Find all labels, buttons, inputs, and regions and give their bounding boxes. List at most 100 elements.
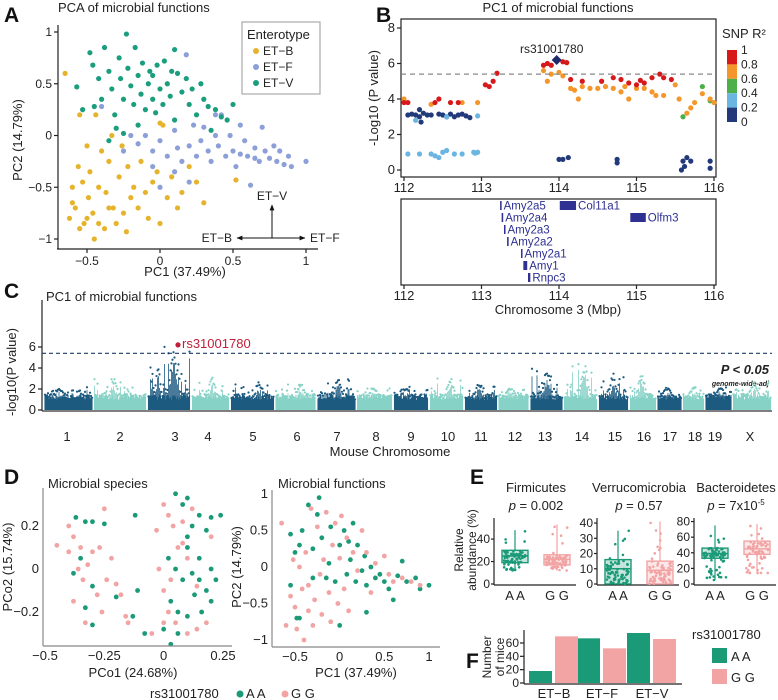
regional-snp-point — [440, 149, 446, 155]
box-jitter-point — [551, 532, 554, 536]
regional-y-tick-label: 2 — [388, 127, 395, 142]
box-jitter-point — [523, 540, 526, 543]
species-point-g-g — [161, 502, 167, 507]
manhattan-snp-point — [519, 392, 523, 395]
box-jitter-point — [710, 558, 713, 562]
manhattan-snp-point — [580, 378, 583, 381]
gene-label-olfm3: Olfm3 — [648, 213, 679, 225]
regional-snp-point — [668, 76, 674, 83]
pca-point-et-b — [138, 158, 144, 164]
pca-point-et-f — [128, 132, 134, 139]
manhattan-snp-point — [585, 370, 588, 373]
regional-snp-point — [699, 91, 705, 97]
regional-snp-point — [463, 113, 469, 119]
bar-y-tick-label: 60 — [506, 636, 520, 650]
manhattan-snp-point — [420, 393, 423, 396]
pca-point-et-b — [110, 205, 116, 211]
manhattan-snp-point — [274, 389, 278, 393]
functions-point-a-a — [326, 560, 332, 566]
box-jitter-point — [553, 525, 556, 529]
pca-point-et-b — [99, 148, 105, 154]
box-jitter-point — [605, 569, 609, 572]
box-jitter-point — [548, 555, 552, 559]
box-jitter-point — [656, 564, 659, 567]
regional-snp-point — [416, 151, 423, 157]
box-jitter-point — [658, 577, 661, 580]
species-point-g-g — [82, 620, 88, 626]
species-y-tick-label: −0.2 — [13, 604, 39, 619]
box-jitter-point — [759, 527, 763, 530]
manhattan-snp-point — [180, 372, 183, 376]
regional-snp-point — [707, 158, 713, 164]
manhattan-snp-point — [643, 382, 646, 385]
pca-point-et-b — [164, 195, 170, 201]
box-jitter-point — [506, 559, 510, 563]
manhattan-snp-point — [93, 378, 96, 381]
regional-snp-point — [678, 167, 685, 173]
manhattan-snp-point — [651, 394, 654, 397]
box-y-tick-label: 40 — [580, 516, 594, 530]
species-point-g-g — [161, 620, 167, 626]
species-point-g-g — [85, 562, 91, 568]
bar-category-label-et-v: ET−V — [636, 686, 669, 700]
box-x-label-a-a: A A — [608, 588, 628, 603]
box-jitter-point — [759, 541, 763, 545]
manhattan-snp-point — [498, 393, 502, 396]
pca-point-et-f — [256, 158, 262, 164]
species-point-g-g — [170, 523, 176, 529]
chromosome-label-13: 13 — [538, 429, 552, 444]
regional-snp-point — [413, 112, 419, 118]
manhattan-snp-point — [96, 382, 99, 385]
manhattan-snp-point — [637, 382, 640, 385]
pca-point-et-v — [87, 50, 93, 56]
pca-point-et-f — [252, 155, 258, 161]
box-y-tick-label: 0 — [586, 577, 593, 591]
manhattan-snp-point — [702, 392, 705, 395]
manhattan-snp-point — [351, 393, 355, 396]
functions-x-tick-label: 1 — [425, 649, 432, 664]
species-point-g-g — [75, 566, 81, 572]
regional-snp-point — [436, 96, 442, 102]
species-point-a-a — [142, 631, 148, 636]
regional-snp-point — [544, 60, 550, 67]
functions-point-g-g — [337, 555, 343, 561]
box-jitter-point — [610, 570, 614, 574]
box-jitter-point — [511, 568, 515, 571]
manhattan-snp-point — [535, 370, 539, 373]
pca-point-et-v — [131, 101, 137, 108]
box-jitter-point — [721, 555, 725, 558]
pca-point-et-v — [132, 44, 138, 51]
pca-point-et-b — [179, 189, 185, 196]
species-point-a-a — [173, 491, 178, 497]
regional-snp-point — [401, 99, 407, 106]
box-jitter-point — [609, 564, 613, 568]
box-jitter-point — [719, 575, 723, 579]
functions-point-a-a — [344, 571, 350, 577]
snp-r2-legend-title: SNP R² — [722, 26, 766, 41]
regional-snp-point — [447, 99, 454, 106]
manhattan-snp-point — [481, 390, 484, 393]
pca-point-et-f — [186, 143, 192, 149]
pca-point-et-f — [179, 158, 185, 164]
threshold-sublabel: genome-wide-adj — [711, 381, 770, 388]
regional-snp-point — [626, 96, 632, 102]
gene-bar-olfm3 — [630, 213, 646, 222]
manhattan-snp-point — [105, 390, 108, 393]
manhattan-snp-point — [612, 372, 615, 375]
manhattan-snp-point — [753, 381, 756, 384]
regional-snp-point — [614, 160, 620, 166]
functions-point-g-g — [283, 623, 289, 628]
box-jitter-point — [509, 568, 513, 571]
regional-snp-point — [472, 150, 478, 156]
chromosome-label-14: 14 — [575, 429, 589, 444]
manhattan-snp-point — [659, 392, 663, 395]
manhattan-snp-point — [460, 393, 463, 396]
box-jitter-point — [662, 572, 666, 575]
box-jitter-point — [763, 541, 767, 545]
functions-point-g-g — [350, 550, 356, 555]
regional-x-tick-label: 114 — [549, 180, 570, 195]
manhattan-snp-point — [234, 383, 237, 386]
pca-point-et-v — [212, 107, 219, 113]
legend-marker-et-v — [253, 80, 259, 86]
regional-snp-point — [540, 62, 547, 68]
